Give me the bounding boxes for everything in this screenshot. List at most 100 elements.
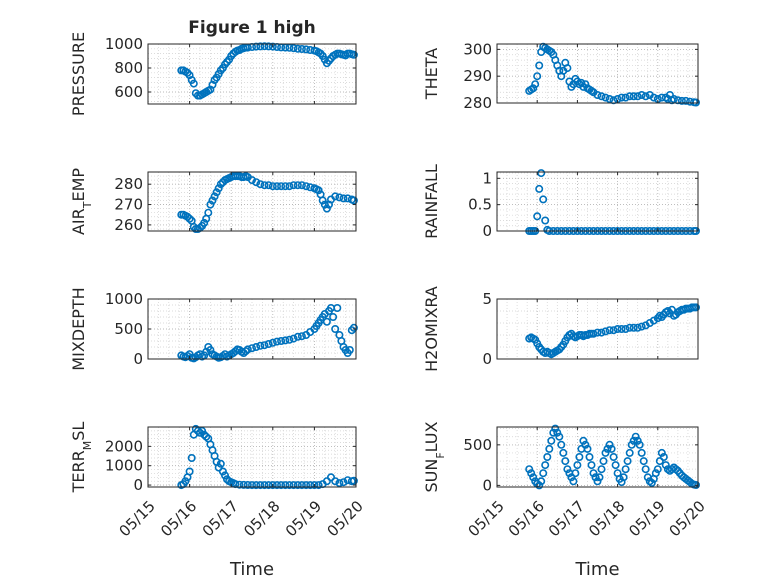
data-point — [277, 182, 286, 191]
data-point — [314, 481, 323, 490]
data-point — [314, 186, 323, 195]
data-point — [543, 452, 552, 461]
series-air_temp — [177, 172, 358, 234]
data-point — [349, 196, 358, 205]
data-point — [669, 95, 678, 104]
data-point — [681, 96, 690, 105]
data-point — [208, 196, 217, 205]
data-point — [647, 478, 656, 487]
data-point — [535, 481, 544, 490]
data-point — [318, 196, 327, 205]
axes-rainfall: 0 0.5 1 RAINFALL — [422, 164, 700, 240]
data-point — [206, 200, 215, 209]
y-tick-label: 0 — [482, 222, 492, 240]
y-tick-label: 280 — [463, 94, 492, 112]
x-tick-label: 05/19 — [282, 497, 325, 540]
y-tick-label: 0.5 — [468, 196, 492, 214]
data-point — [691, 480, 700, 489]
data-point — [256, 341, 265, 350]
y-axis-label: TERRMSL — [69, 422, 94, 494]
data-point — [187, 453, 196, 462]
data-point — [589, 329, 598, 338]
y-tick-label: 270 — [114, 196, 143, 214]
data-point — [331, 477, 340, 486]
data-point — [214, 184, 223, 193]
grid — [147, 298, 357, 360]
data-point — [537, 169, 546, 178]
data-point — [649, 93, 658, 102]
data-point — [268, 481, 277, 490]
x-tick-label: 05/16 — [505, 497, 548, 540]
data-point — [297, 332, 306, 341]
axes-air_temp: 260 270 280 AIRTEMP — [69, 168, 358, 235]
data-point — [583, 444, 592, 453]
data-point — [256, 42, 265, 51]
data-point — [264, 339, 273, 348]
data-point — [661, 461, 670, 470]
data-point — [621, 93, 630, 102]
data-point — [349, 50, 358, 59]
data-point — [567, 473, 576, 482]
data-point — [559, 448, 568, 457]
data-point — [673, 96, 682, 105]
data-point — [293, 181, 302, 190]
data-point — [268, 42, 277, 51]
axes-box — [147, 171, 357, 232]
data-point — [579, 436, 588, 445]
data-point — [302, 481, 311, 490]
data-point — [533, 212, 542, 221]
data-point — [623, 457, 632, 466]
data-point — [196, 428, 205, 437]
data-point — [281, 481, 290, 490]
data-point — [585, 452, 594, 461]
data-point — [613, 324, 622, 333]
data-point — [621, 465, 630, 474]
data-point — [597, 92, 606, 101]
data-point — [545, 444, 554, 453]
data-point — [256, 180, 265, 189]
data-point — [563, 64, 572, 73]
data-point — [591, 473, 600, 482]
data-point — [281, 182, 290, 191]
data-point — [621, 324, 630, 333]
y-tick-label: 0 — [133, 350, 143, 368]
y-tick-label: 290 — [463, 67, 492, 85]
data-point — [248, 344, 257, 353]
data-point — [531, 80, 540, 89]
data-point — [285, 43, 294, 52]
y-tick-label: 1000 — [105, 290, 143, 308]
axes-box — [496, 298, 699, 360]
x-axis-label: Time — [229, 559, 274, 580]
data-point — [206, 345, 215, 354]
data-point — [239, 480, 248, 489]
grid — [147, 426, 357, 487]
data-point — [260, 481, 269, 490]
y-tick-label: 800 — [114, 59, 143, 77]
data-point — [241, 347, 250, 356]
data-point — [281, 336, 290, 345]
y-tick-label: 300 — [463, 40, 492, 58]
y-tick-label: 5 — [482, 290, 492, 308]
data-point — [597, 328, 606, 337]
x-tick-label: 05/18 — [240, 497, 283, 540]
data-point — [322, 317, 331, 326]
data-point — [268, 338, 277, 347]
y-axis-label: MIXDEPTH — [69, 287, 88, 370]
series-terr_msl — [177, 424, 358, 490]
data-point — [601, 327, 610, 336]
data-point — [527, 469, 536, 478]
data-point — [611, 461, 620, 470]
x-tick-label: 05/16 — [157, 497, 200, 540]
data-point — [655, 457, 664, 466]
y-tick-label: 2000 — [105, 437, 143, 455]
data-point — [264, 481, 273, 490]
data-point — [243, 345, 252, 354]
series-h2omixra — [525, 303, 700, 359]
data-point — [183, 212, 192, 221]
axes-theta: 280 290 300 THETA — [422, 40, 700, 112]
data-point — [557, 440, 566, 449]
data-point — [264, 42, 273, 51]
data-point — [571, 469, 580, 478]
series-pressure — [177, 42, 358, 100]
